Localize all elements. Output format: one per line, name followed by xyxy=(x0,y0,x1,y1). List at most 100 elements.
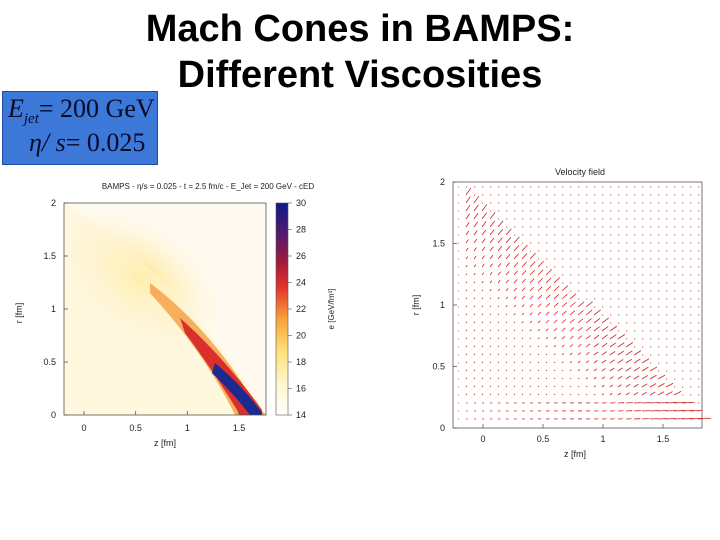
velocity-arrow xyxy=(505,245,511,252)
velocity-arrow xyxy=(465,321,468,324)
velocity-arrow xyxy=(537,303,542,308)
velocity-arrow xyxy=(609,325,618,332)
velocity-arrow xyxy=(553,353,556,356)
velocity-arrow xyxy=(553,294,560,300)
velocity-arrow xyxy=(505,262,510,268)
velocity-arrow xyxy=(617,342,625,348)
right-y-tick-label: 0 xyxy=(440,423,445,433)
velocity-arrow xyxy=(521,393,524,396)
velocity-arrow xyxy=(513,377,516,380)
velocity-arrow xyxy=(489,280,493,284)
velocity-arrow xyxy=(561,353,565,356)
velocity-arrow xyxy=(481,212,487,220)
velocity-arrow xyxy=(473,264,477,268)
velocity-arrow xyxy=(489,271,493,276)
velocity-arrow xyxy=(473,305,476,308)
velocity-arrow xyxy=(513,337,516,340)
velocity-arrow xyxy=(481,337,484,340)
velocity-arrow xyxy=(625,358,632,364)
velocity-arrow xyxy=(529,261,536,268)
velocity-arrow xyxy=(513,253,519,260)
velocity-arrow xyxy=(521,312,525,316)
velocity-arrow xyxy=(561,310,567,316)
velocity-arrow xyxy=(489,297,492,300)
velocity-arrow xyxy=(561,385,564,388)
colorbar-tick-label: 14 xyxy=(296,410,306,420)
left-y-tick-label: 0.5 xyxy=(43,357,56,367)
velocity-arrow xyxy=(545,269,552,276)
velocity-arrow xyxy=(521,295,526,300)
velocity-arrow xyxy=(489,385,492,388)
colorbar-tick-label: 20 xyxy=(296,331,306,341)
velocity-arrow xyxy=(481,345,484,348)
velocity-arrow xyxy=(585,377,589,380)
velocity-arrow xyxy=(665,391,673,396)
velocity-arrow xyxy=(609,367,615,372)
velocity-arrow xyxy=(625,350,633,356)
velocity-arrow xyxy=(633,350,642,356)
velocity-arrow xyxy=(489,212,496,220)
velocity-arrow xyxy=(473,385,476,388)
velocity-arrow xyxy=(601,368,606,372)
velocity-arrow xyxy=(553,277,561,284)
velocity-arrow xyxy=(601,384,605,388)
velocity-arrow xyxy=(521,345,524,348)
left-x-ticks: 0 0.5 1 1.5 xyxy=(81,411,245,433)
heatmap-shock-peak xyxy=(212,363,262,415)
colorbar-tick-label: 30 xyxy=(296,198,306,208)
colorbar-tick-label: 24 xyxy=(296,278,306,288)
velocity-arrow xyxy=(585,360,590,364)
velocity-arrow xyxy=(537,277,543,284)
velocity-arrow xyxy=(521,304,525,308)
velocity-arrow xyxy=(489,237,495,244)
velocity-arrow xyxy=(553,393,556,396)
velocity-arrow xyxy=(577,393,580,396)
velocity-arrow xyxy=(481,289,484,292)
velocity-arrow xyxy=(497,369,500,372)
velocity-arrow xyxy=(521,353,524,356)
velocity-arrow xyxy=(601,326,609,332)
velocity-arrow xyxy=(633,375,640,380)
velocity-arrow xyxy=(625,342,634,348)
velocity-arrow xyxy=(497,313,500,316)
velocity-arrow xyxy=(561,361,564,364)
velocity-arrow xyxy=(489,337,492,340)
velocity-arrow xyxy=(633,383,639,388)
velocity-arrow xyxy=(553,377,556,380)
velocity-arrow xyxy=(545,311,550,316)
velocity-arrow xyxy=(497,271,501,276)
left-y-tick-label: 1.5 xyxy=(43,251,56,261)
velocity-arrow xyxy=(561,344,565,348)
velocity-arrow xyxy=(609,342,616,348)
velocity-arrow xyxy=(625,392,630,396)
velocity-arrow xyxy=(553,385,556,388)
left-x-axis-label: z [fm] xyxy=(154,438,176,448)
velocity-arrow xyxy=(593,393,596,396)
velocity-arrow xyxy=(601,393,605,396)
right-y-tick-label: 1.5 xyxy=(432,239,445,249)
velocity-arrow xyxy=(489,393,492,396)
velocity-arrow xyxy=(489,305,492,308)
ejet-value: = 200 GeV xyxy=(38,94,155,123)
eta-over-s-value: = 0.025 xyxy=(65,128,146,157)
parameter-box: Ejet= 200 GeV η/ s= 0.025 xyxy=(2,91,158,165)
right-x-tick-label: 1.5 xyxy=(657,434,670,444)
velocity-arrow xyxy=(513,313,516,316)
velocity-arrow xyxy=(489,321,492,324)
velocity-arrow xyxy=(473,272,476,276)
velocity-arrow xyxy=(553,319,558,324)
velocity-arrow xyxy=(553,344,557,348)
velocity-arrow xyxy=(481,280,484,284)
velocity-arrow xyxy=(481,361,484,364)
velocity-arrow xyxy=(561,369,564,372)
velocity-arrow xyxy=(473,361,476,364)
right-x-tick-label: 1 xyxy=(600,434,605,444)
velocity-arrow xyxy=(537,393,540,396)
velocity-arrow xyxy=(657,391,665,396)
velocity-arrow xyxy=(505,279,509,284)
colorbar-tick-label: 26 xyxy=(296,251,306,261)
velocity-arrow xyxy=(585,351,590,356)
velocity-arrow xyxy=(481,321,484,324)
velocity-arrow xyxy=(473,238,478,244)
velocity-arrow xyxy=(513,369,516,372)
